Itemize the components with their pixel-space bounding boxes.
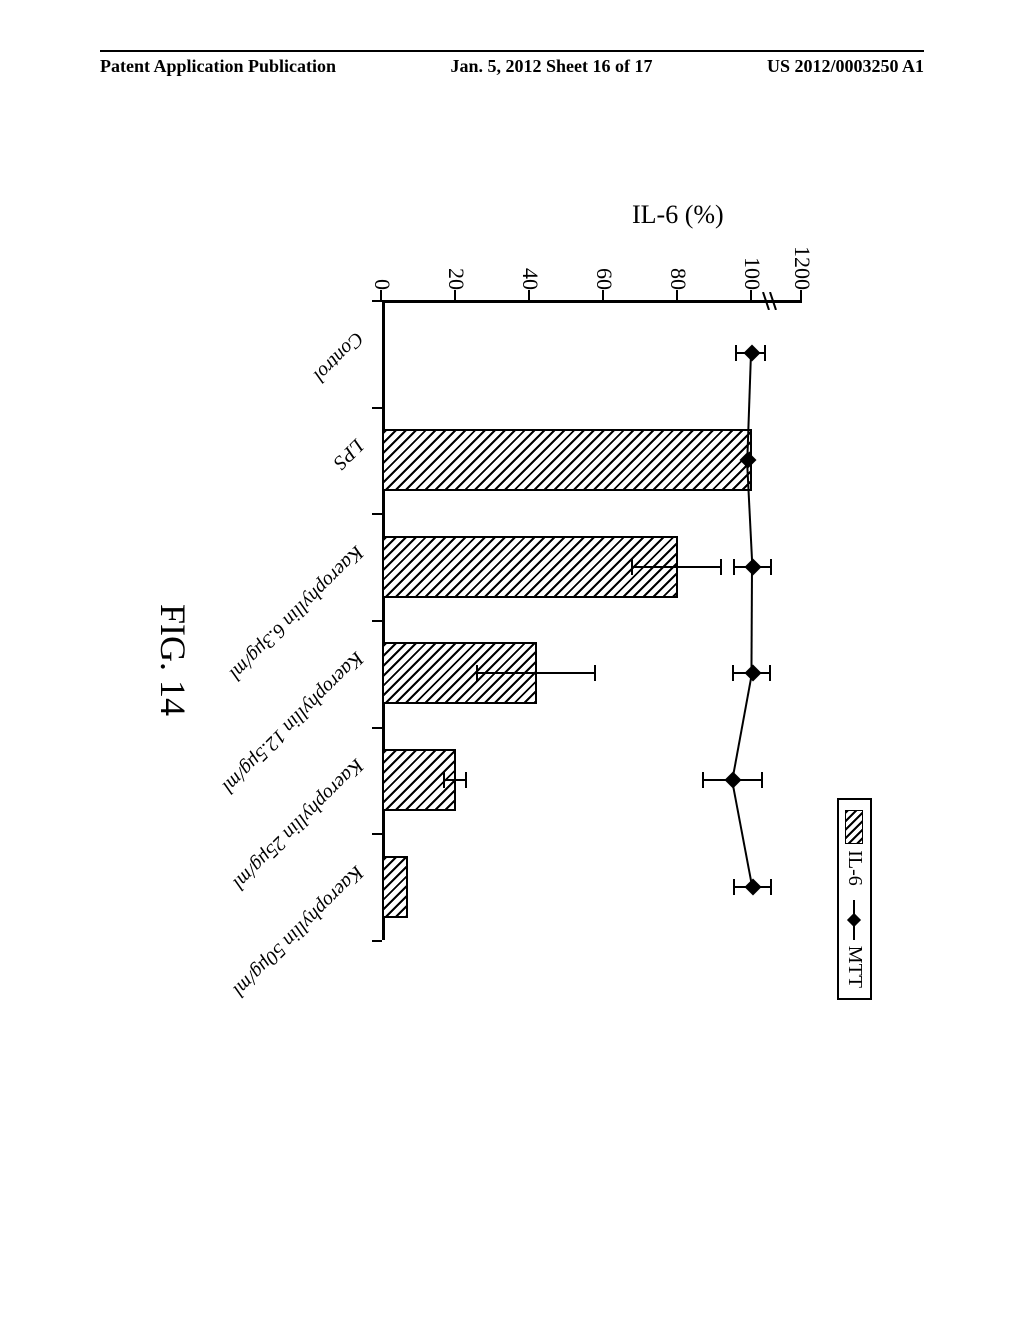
mtt-error-cap: [702, 772, 704, 788]
legend-il6-label: IL-6: [843, 850, 866, 886]
bar-error-cap: [720, 559, 722, 575]
plot-area: [382, 300, 802, 940]
axis-break-icon: [764, 292, 774, 310]
x-tick: [372, 407, 382, 409]
y-tick: [602, 290, 604, 300]
y-tick: [676, 290, 678, 300]
bar: [382, 429, 752, 491]
mtt-error-cap: [733, 879, 735, 895]
chart-legend: IL-6 MTT: [837, 798, 872, 1000]
y-tick: [380, 290, 382, 300]
mtt-error-cap: [764, 345, 766, 361]
mtt-error-cap: [761, 772, 763, 788]
y-tick-label: 80: [665, 268, 691, 290]
x-tick: [372, 300, 382, 302]
header-center: Jan. 5, 2012 Sheet 16 of 17: [451, 56, 653, 77]
header-right: US 2012/0003250 A1: [767, 56, 924, 77]
mtt-error: [735, 886, 772, 888]
header-left: Patent Application Publication: [100, 56, 336, 77]
bar-error: [445, 779, 467, 781]
chart-area: 0204060801001200ControlLPSKaerophyllin 6…: [382, 300, 802, 940]
x-tick: [372, 833, 382, 835]
rotated-figure-wrapper: IL-6 MTT IL-6 (%) 0204060801001200Contro…: [112, 160, 912, 1160]
x-tick: [372, 727, 382, 729]
page-header: Patent Application Publication Jan. 5, 2…: [100, 50, 924, 77]
mtt-error-cap: [735, 345, 737, 361]
y-tick: [528, 290, 530, 300]
x-tick: [372, 513, 382, 515]
bar-error-cap: [443, 772, 445, 788]
legend-item-mtt: MTT: [843, 900, 866, 988]
x-category-label: Control: [308, 327, 368, 387]
mtt-error-cap: [732, 665, 734, 681]
x-category-label: LPS: [328, 434, 368, 474]
bar-error-cap: [465, 772, 467, 788]
bar: [382, 856, 408, 918]
legend-item-il6: IL-6: [843, 810, 866, 886]
y-axis-label: IL-6 (%): [632, 200, 724, 230]
mtt-error-cap: [770, 559, 772, 575]
mtt-error-cap: [770, 879, 772, 895]
y-tick: [750, 290, 752, 300]
y-tick-label: 100: [739, 257, 765, 290]
y-tick-label: 1200: [789, 246, 815, 290]
hatch-swatch-icon: [846, 810, 864, 844]
bar-error: [633, 566, 722, 568]
mtt-error-cap: [733, 559, 735, 575]
y-tick-label: 0: [369, 279, 395, 290]
y-tick-label: 20: [443, 268, 469, 290]
y-tick: [800, 290, 802, 300]
bar-error: [478, 672, 596, 674]
y-tick: [454, 290, 456, 300]
bar-error-cap: [476, 665, 478, 681]
line-marker-icon: [854, 900, 856, 940]
mtt-error-cap: [769, 665, 771, 681]
x-tick: [372, 620, 382, 622]
legend-mtt-label: MTT: [843, 946, 866, 988]
x-tick: [372, 940, 382, 942]
figure-label: FIG. 14: [152, 604, 194, 716]
y-tick-label: 60: [591, 268, 617, 290]
y-tick-label: 40: [517, 268, 543, 290]
bar-error-cap: [631, 559, 633, 575]
bar-error-cap: [594, 665, 596, 681]
